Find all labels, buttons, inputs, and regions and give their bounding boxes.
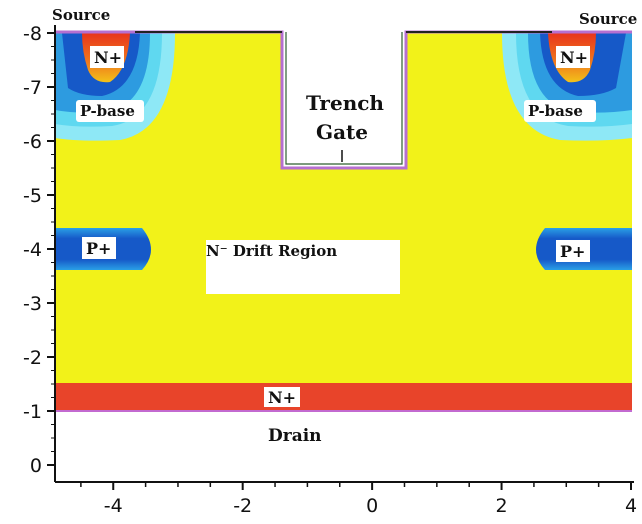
drain-label: Drain xyxy=(268,426,322,446)
nplus-bottom-label: N+ xyxy=(268,388,296,407)
x-tick-label: 4 xyxy=(625,495,637,517)
pplus-right-label: P+ xyxy=(560,242,585,261)
y-tick-label: -8 xyxy=(23,23,42,45)
y-tick-label: -2 xyxy=(23,347,42,369)
nplus-left-label: N+ xyxy=(94,48,122,67)
y-axis-ticks: -8 -7 -6 -5 -4 -3 -2 -1 0 xyxy=(23,23,55,477)
y-tick-label: 0 xyxy=(30,455,42,477)
source-left-label: Source xyxy=(52,6,110,24)
pbase-left-label: P-base xyxy=(80,102,135,120)
y-tick-label: -6 xyxy=(23,131,42,153)
drift-region-label: N⁻ Drift Region xyxy=(206,242,337,260)
x-tick-label: -2 xyxy=(233,495,252,517)
x-axis-ticks: -4 -2 0 2 4 xyxy=(81,482,637,517)
trench-gate-label-line2: Gate xyxy=(316,120,368,144)
y-tick-label: -7 xyxy=(23,77,42,99)
pbase-right-label: P-base xyxy=(528,102,583,120)
nplus-bottom-layer xyxy=(55,383,632,411)
pplus-left-label: P+ xyxy=(86,239,111,258)
trench-gate-label-line1: Trench xyxy=(306,91,384,115)
y-tick-label: -1 xyxy=(23,401,42,423)
x-tick-label: 0 xyxy=(366,495,378,517)
y-tick-label: -5 xyxy=(23,185,42,207)
source-right-label: Source xyxy=(579,10,637,28)
nplus-right-label: N+ xyxy=(560,48,588,67)
x-tick-label: -4 xyxy=(104,495,123,517)
x-tick-label: 2 xyxy=(496,495,508,517)
y-tick-label: -4 xyxy=(23,239,42,261)
y-tick-label: -3 xyxy=(23,293,42,315)
